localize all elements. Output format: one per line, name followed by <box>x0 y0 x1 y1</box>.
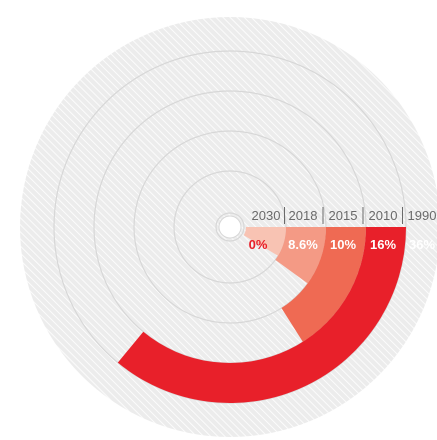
value-label-1990: 36% <box>409 237 435 252</box>
ring-bar-2015 <box>275 227 326 284</box>
rings-layer <box>53 50 407 404</box>
ring-bar-2010 <box>281 227 366 342</box>
ring-outline <box>215 212 245 242</box>
value-label-2015: 10% <box>330 237 356 252</box>
value-label-2018: 8.6% <box>288 237 318 252</box>
ring-bar-2018 <box>243 227 286 256</box>
ring-bar-1990 <box>117 227 406 403</box>
value-label-2010: 16% <box>370 237 396 252</box>
value-label-2030: 0% <box>249 237 268 252</box>
year-label-2030: 2030 <box>252 208 281 223</box>
center-hub <box>218 215 242 239</box>
year-label-2015: 2015 <box>329 208 358 223</box>
year-label-1990: 1990 <box>408 208 437 223</box>
year-label-2018: 2018 <box>289 208 318 223</box>
year-label-2010: 2010 <box>369 208 398 223</box>
labels-layer: 2030 0% 2018 8.6% 2015 10% 2010 16% 1990 36% <box>249 207 437 252</box>
